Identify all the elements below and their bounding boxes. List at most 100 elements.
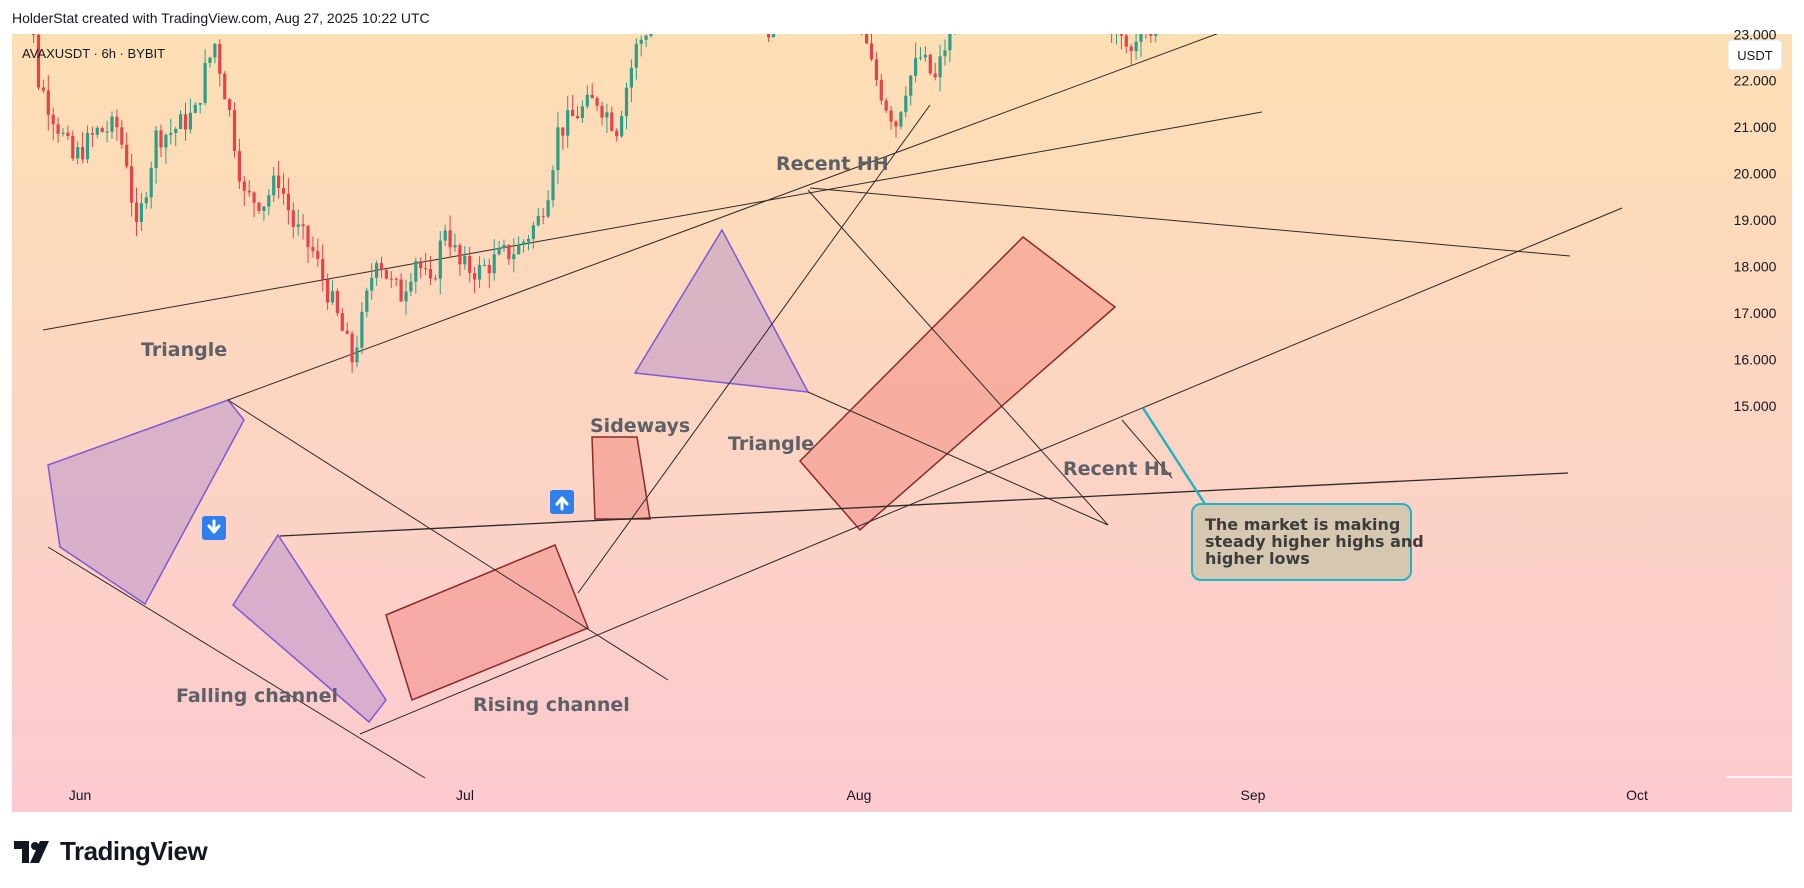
candle-up: [105, 131, 109, 133]
candle-down: [252, 192, 256, 203]
candle-down: [1007, 3, 1010, 17]
candle-down: [81, 147, 85, 160]
candle-up: [482, 264, 486, 266]
candle-up: [684, 0, 687, 1]
currency-button[interactable]: USDT: [1727, 39, 1783, 71]
candle-up: [904, 95, 908, 113]
candle-down: [865, 34, 869, 44]
candle-down: [752, 1, 755, 9]
candle-up: [179, 114, 183, 129]
candle-down: [281, 187, 286, 194]
candle-up: [296, 224, 300, 227]
candle-up: [198, 102, 202, 105]
candle-up: [654, 0, 657, 21]
candle-down: [286, 193, 290, 211]
x-tick-label: Jul: [456, 787, 474, 803]
candle-down: [1129, 46, 1133, 52]
candle-up: [414, 261, 418, 282]
candle-up: [463, 255, 467, 265]
candle-up: [174, 128, 178, 133]
candle-up: [968, 0, 971, 12]
resistance-line-top: [42, 111, 1263, 331]
descending-line: [807, 189, 1109, 526]
candle-down: [242, 181, 246, 191]
candle-down: [71, 135, 75, 159]
candle-up: [1134, 41, 1138, 52]
candle-down: [120, 127, 124, 145]
candle-up: [370, 277, 374, 291]
candle-down: [316, 251, 320, 259]
candle-down: [874, 59, 878, 80]
candle-down: [291, 210, 295, 227]
candle-up: [404, 291, 408, 302]
candle-up: [531, 225, 535, 239]
candle-up: [365, 290, 369, 312]
candle-down: [963, 6, 966, 12]
candle-down: [747, 0, 750, 1]
down-arrow-icon: [202, 516, 226, 540]
candle-down: [879, 79, 883, 101]
candle-up: [1154, 34, 1158, 36]
candle-down: [335, 291, 339, 314]
tradingview-logo[interactable]: TradingView: [14, 836, 208, 867]
candle-up: [566, 109, 570, 136]
candle-down: [1149, 34, 1153, 36]
candle-up: [360, 311, 364, 348]
up-arrow-icon: [550, 490, 574, 514]
rising-channel-label: Rising channel: [473, 694, 630, 716]
rising-channel-pattern-2: [798, 236, 1117, 532]
candle-up: [556, 127, 560, 171]
candle-up: [193, 104, 197, 113]
x-tick-label: Jun: [69, 787, 92, 803]
y-tick-label: 22.000: [1734, 73, 1777, 89]
y-tick-label: 17.000: [1734, 305, 1777, 321]
candle-up: [1017, 0, 1020, 25]
candle-down: [46, 90, 50, 115]
candle-up: [580, 106, 584, 119]
candle-up: [27, 0, 30, 13]
candle-down: [433, 278, 437, 280]
symbol-legend[interactable]: AVAXUSDT · 6h · BYBIT: [22, 46, 165, 61]
callout-line-2: steady higher highs and: [1205, 532, 1424, 551]
candle-down: [311, 247, 315, 252]
callout-box: The market is making steady higher highs…: [1141, 407, 1424, 581]
x-tick-label: Sep: [1241, 787, 1266, 803]
sideways-pattern: [591, 436, 651, 520]
candle-down: [321, 258, 325, 280]
candle-up: [639, 39, 643, 44]
candle-up: [585, 94, 589, 107]
currency-button-label[interactable]: USDT: [1737, 48, 1772, 63]
candle-down: [1012, 18, 1015, 26]
candle-up: [644, 35, 648, 40]
candle-up: [958, 6, 961, 23]
axis-layer: 29.00028.00027.00026.00025.00024.00023.0…: [69, 26, 1792, 803]
candle-down: [277, 175, 281, 188]
candle-up: [144, 197, 148, 204]
candle-up: [213, 43, 217, 58]
candle-down: [51, 114, 55, 125]
x-tick-label: Aug: [847, 787, 872, 803]
candle-down: [855, 0, 858, 9]
candle-down: [399, 279, 403, 302]
triangle-label-1: Triangle: [141, 339, 227, 361]
candle-down: [350, 333, 354, 363]
candle-up: [149, 168, 153, 198]
rising-channel-pattern: [385, 544, 589, 702]
candle-down: [448, 230, 452, 248]
candle-down: [257, 202, 261, 211]
chart-attribution: HolderStat created with TradingView.com,…: [12, 10, 430, 26]
y-tick-label: 15.000: [1734, 398, 1777, 414]
candle-down: [340, 313, 344, 331]
candle-up: [477, 264, 482, 280]
candle-down: [159, 130, 163, 148]
candle-down: [100, 127, 104, 132]
candle-down: [232, 110, 237, 152]
triangle-label-2: Triangle: [728, 433, 814, 455]
candle-up: [139, 203, 143, 223]
candle-down: [428, 269, 433, 279]
candle-down: [1105, 0, 1108, 11]
candle-up: [502, 244, 506, 248]
candle-up: [605, 112, 609, 118]
candle-down: [115, 116, 119, 128]
